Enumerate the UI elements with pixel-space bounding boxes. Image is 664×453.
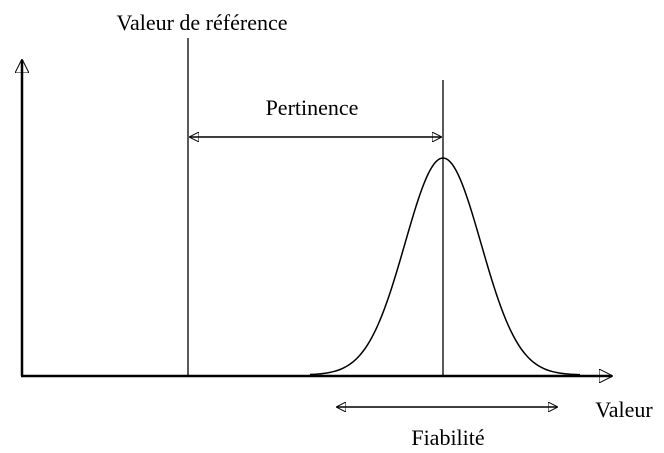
relevance-label: Pertinence [266, 95, 359, 120]
distribution-curve [309, 157, 581, 376]
reference-label: Valeur de référence [117, 10, 288, 35]
axis-label: Valeur [595, 397, 653, 422]
reliability-label: Fiabilité [411, 425, 484, 450]
